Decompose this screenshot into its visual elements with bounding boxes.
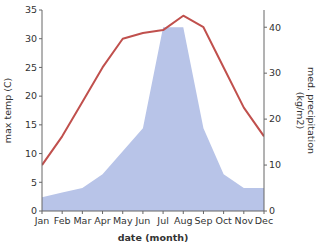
y2-tick-label: 40: [269, 22, 281, 33]
y2-axis-label-line: med. precipitation: [306, 67, 317, 154]
x-tick: [102, 211, 103, 214]
y-tick-label: 35: [25, 4, 37, 15]
y2-tick: [264, 73, 267, 74]
x-tick-label: Nov: [235, 215, 254, 226]
x-tick-label: Sep: [195, 215, 213, 226]
y-tick-label: 20: [25, 90, 37, 101]
y-tick-label: 5: [31, 177, 37, 188]
y2-axis-label-line: (kg/m2): [295, 92, 306, 129]
x-tick: [223, 211, 224, 214]
x-tick: [122, 211, 123, 214]
y-tick: [39, 96, 42, 97]
y2-tick: [264, 119, 267, 120]
y-tick-label: 0: [31, 205, 37, 216]
x-tick: [163, 211, 164, 214]
plot-area: [42, 16, 264, 211]
x-axis-line: [42, 211, 264, 212]
y-tick: [39, 124, 42, 125]
y-tick: [39, 182, 42, 183]
x-tick-label: Apr: [94, 215, 111, 226]
x-tick: [142, 211, 143, 214]
y2-tick-label: 20: [269, 113, 281, 124]
x-tick: [203, 211, 204, 214]
y-tick-label: 30: [25, 33, 37, 44]
y2-tick-label: 10: [269, 159, 281, 170]
x-tick-label: Aug: [174, 215, 193, 226]
y-tick: [39, 10, 42, 11]
y-tick: [39, 38, 42, 39]
chart-container: JanFebMarAprMayJunJulAugSepOctNovDec0510…: [0, 0, 318, 247]
y2-tick-label: 0: [269, 205, 275, 216]
y-axis-line: [42, 10, 43, 211]
x-tick: [62, 211, 63, 214]
x-tick-label: Oct: [215, 215, 232, 226]
y2-tick: [264, 27, 267, 28]
y-tick-label: 10: [25, 148, 37, 159]
y-tick: [39, 211, 42, 212]
temperature-line: [42, 16, 264, 165]
x-tick-label: Dec: [255, 215, 273, 226]
y-tick-label: 25: [25, 62, 37, 73]
y-tick: [39, 153, 42, 154]
x-tick-label: Feb: [54, 215, 71, 226]
y-tick: [39, 67, 42, 68]
y2-axis-label: med. precipitation(kg/m2): [295, 67, 317, 154]
x-tick: [243, 211, 244, 214]
y2-tick: [264, 165, 267, 166]
y2-tick: [264, 211, 267, 212]
x-tick: [183, 211, 184, 214]
y2-axis-line: [264, 10, 265, 211]
y-tick-label: 15: [25, 119, 37, 130]
x-tick-label: Jul: [156, 215, 168, 226]
chart: JanFebMarAprMayJunJulAugSepOctNovDec0510…: [0, 0, 318, 247]
x-tick-label: Jan: [34, 215, 50, 226]
y-axis-label: max temp (C): [2, 78, 13, 144]
x-tick: [82, 211, 83, 214]
x-axis-label: date (month): [118, 232, 189, 243]
x-tick-label: Mar: [73, 215, 91, 226]
x-tick-label: May: [113, 215, 133, 226]
precipitation-area: [42, 27, 264, 211]
x-tick-label: Jun: [134, 215, 150, 226]
y2-tick-label: 30: [269, 67, 281, 78]
